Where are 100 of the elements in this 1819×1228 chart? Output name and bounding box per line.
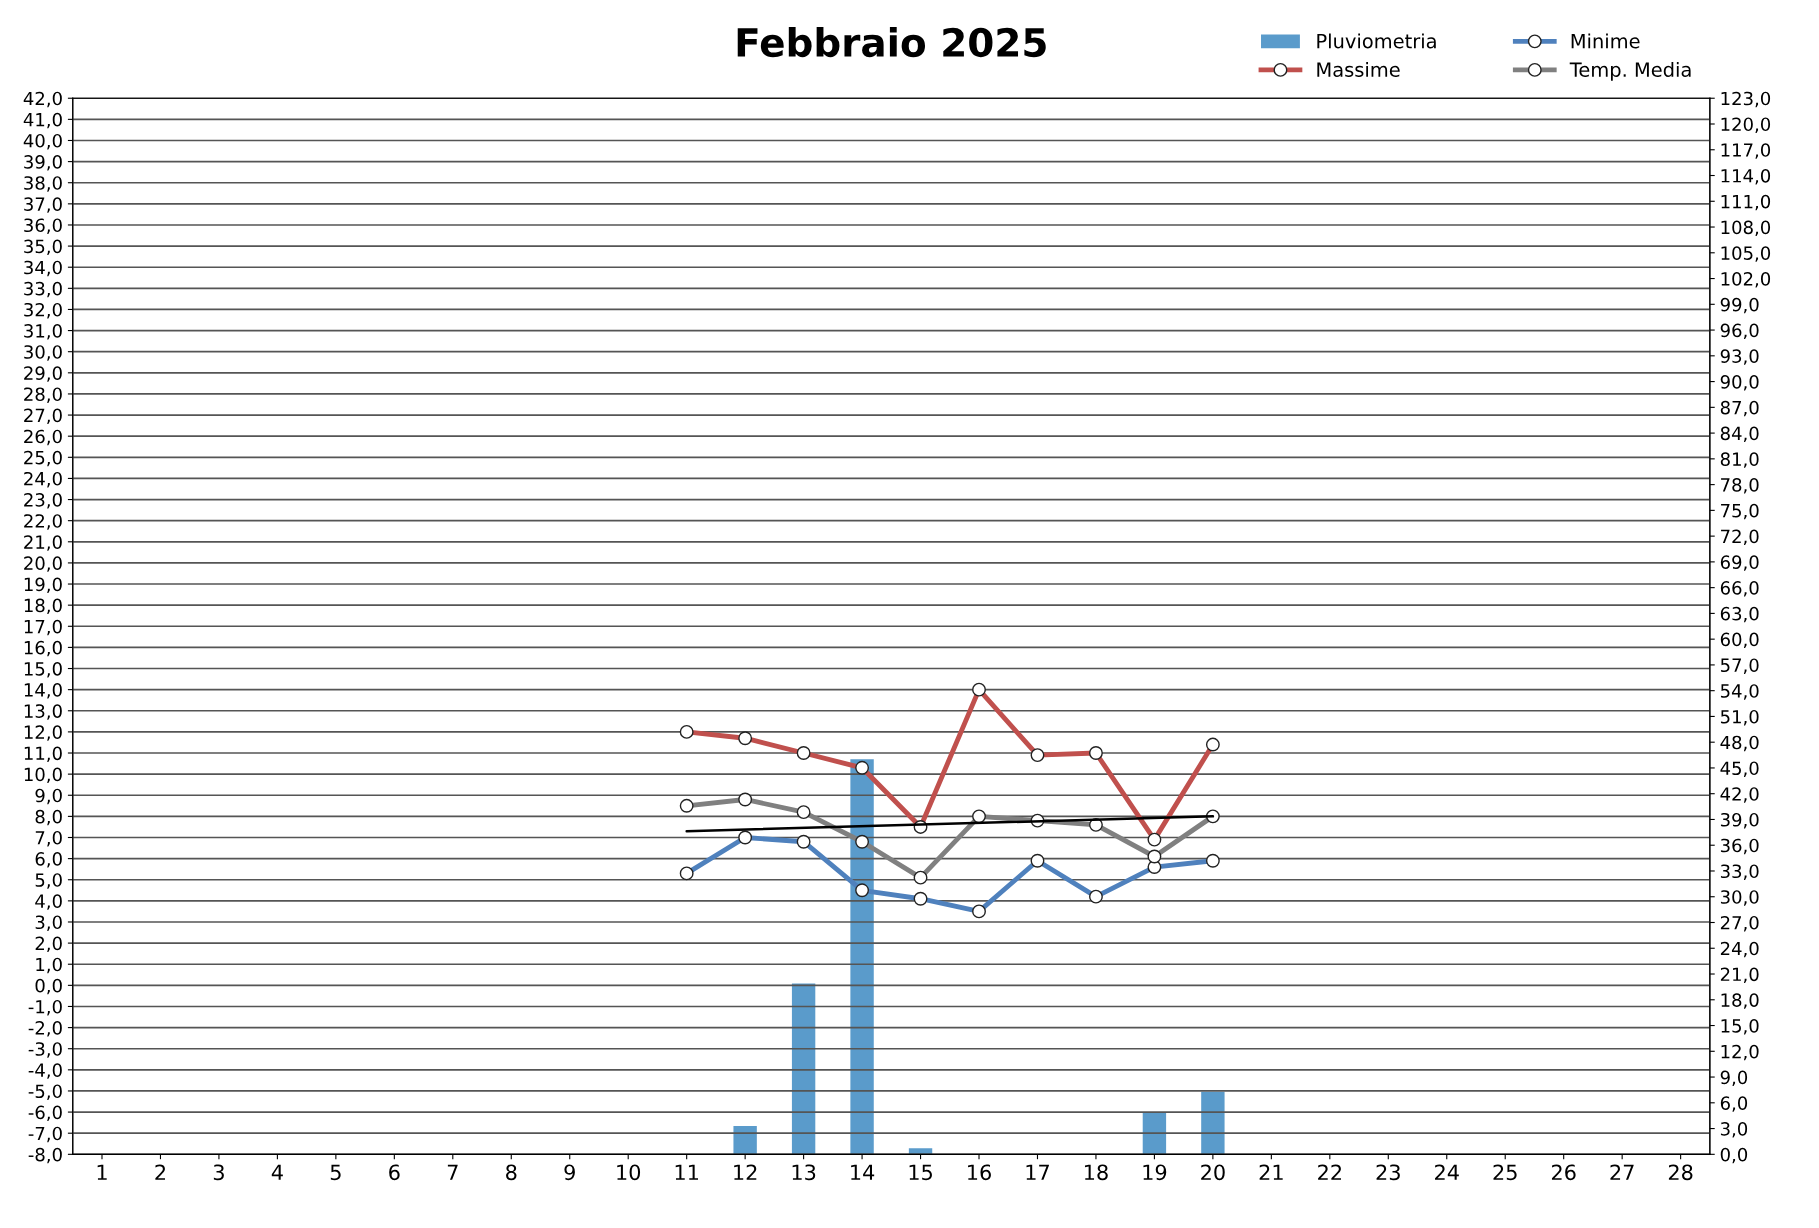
y2-tick-label: 51,0 [1720, 709, 1759, 726]
y2-tick-label: 93,0 [1720, 349, 1759, 365]
x-tick-label: 22 [1318, 1164, 1341, 1180]
y-tick-label: 12,0 [24, 725, 62, 741]
legend-label: Massime [1317, 61, 1400, 77]
y2-tick-label: 54,0 [1720, 684, 1759, 700]
y2-tick-label: 72,0 [1721, 529, 1759, 546]
x-tick-label: 18 [1084, 1164, 1108, 1181]
y-tick-label: 42,0 [23, 91, 62, 108]
x-tick-label: 16 [968, 1164, 991, 1181]
y-tick-label: 19,0 [24, 577, 62, 593]
y2-tick-label: 111,0 [1721, 194, 1771, 211]
y-tick-label: 33,0 [24, 281, 62, 298]
x-tick-label: 19 [1143, 1164, 1167, 1181]
y2-tick-label: 87,0 [1720, 400, 1759, 417]
y-tick-label: 21,0 [24, 535, 62, 551]
x-tick-label: 1 [97, 1164, 107, 1180]
y2-tick-label: 66,0 [1720, 581, 1759, 597]
y-tick-label: 22,0 [24, 514, 62, 530]
y2-tick-label: 114,0 [1721, 168, 1771, 185]
x-tick-label: 17 [1026, 1164, 1049, 1180]
x-tick-label: 25 [1493, 1164, 1517, 1181]
y-tick-label: 23,0 [24, 493, 62, 509]
y2-tick-label: 21,0 [1720, 967, 1759, 983]
y2-tick-label: 78,0 [1721, 478, 1759, 494]
y-tick-label: -4,0 [28, 1063, 62, 1079]
y-tick-label: 35,0 [24, 239, 62, 256]
x-tick-label: 9 [564, 1164, 575, 1181]
y2-tick-label: 84,0 [1720, 426, 1759, 443]
y2-tick-label: 99,0 [1720, 297, 1759, 314]
y-tick-label: 8,0 [35, 809, 62, 826]
y2-tick-label: 108,0 [1721, 220, 1771, 236]
y2-tick-label: 27,0 [1720, 915, 1759, 932]
y2-tick-label: 12,0 [1721, 1044, 1759, 1061]
y2-tick-label: 30,0 [1720, 890, 1759, 906]
y-tick-label: -2,0 [28, 1021, 62, 1037]
y-tick-label: 29,0 [24, 366, 62, 382]
x-tick-label: 4 [271, 1164, 283, 1180]
y2-tick-label: 18,0 [1721, 993, 1759, 1009]
y-tick-label: 6,0 [35, 852, 62, 868]
y-tick-label: 40,0 [23, 133, 62, 150]
y2-tick-label: 9,0 [1720, 1070, 1748, 1086]
y-tick-label: 24,0 [24, 471, 62, 488]
y-tick-label: 37,0 [24, 197, 62, 213]
y-tick-label: -7,0 [28, 1126, 62, 1143]
y2-tick-label: 117,0 [1721, 143, 1771, 159]
y2-tick-label: 24,0 [1720, 941, 1759, 958]
y2-tick-label: 0,0 [1720, 1147, 1748, 1164]
legend-label: Temp. Media [1569, 61, 1691, 81]
bar [1201, 1091, 1225, 1155]
y-tick-label: -1,0 [28, 999, 62, 1016]
x-tick-label: 2 [155, 1164, 165, 1180]
y-tick-label: 18,0 [24, 598, 62, 615]
y-tick-label: 28,0 [24, 387, 62, 403]
y-tick-label: 41,0 [23, 112, 62, 129]
y-tick-label: 0,0 [35, 978, 62, 995]
bar [733, 1125, 757, 1155]
y-tick-label: 38,0 [24, 176, 62, 192]
x-tick-label: 23 [1376, 1164, 1400, 1181]
y2-tick-label: 60,0 [1720, 632, 1759, 649]
y-tick-label: 14,0 [24, 683, 62, 699]
x-tick-label: 24 [1435, 1164, 1459, 1180]
y2-tick-label: 120,0 [1721, 117, 1771, 133]
x-tick-label: 15 [909, 1164, 932, 1181]
y-tick-label: 25,0 [24, 450, 62, 467]
y2-tick-label: 102,0 [1721, 272, 1771, 288]
y2-tick-label: 33,0 [1720, 864, 1759, 880]
y2-tick-label: 45,0 [1720, 761, 1759, 777]
x-tick-label: 26 [1551, 1164, 1576, 1181]
y2-tick-label: 63,0 [1720, 606, 1759, 623]
x-tick-label: 27 [1610, 1164, 1634, 1180]
y-tick-label: 10,0 [24, 767, 62, 784]
x-tick-label: 6 [389, 1164, 400, 1181]
y2-tick-label: 42,0 [1720, 787, 1759, 803]
x-tick-label: 8 [506, 1164, 517, 1181]
y-tick-label: 13,0 [24, 704, 62, 720]
x-tick-label: 10 [617, 1164, 641, 1181]
x-tick-label: 3 [213, 1164, 224, 1181]
y2-tick-label: 15,0 [1721, 1018, 1759, 1035]
x-tick-label: 21 [1259, 1164, 1283, 1180]
bar [791, 983, 816, 1155]
y2-tick-label: 90,0 [1720, 375, 1759, 391]
y2-tick-label: 105,0 [1721, 246, 1771, 262]
x-tick-label: 5 [330, 1164, 341, 1181]
x-tick-label: 11 [675, 1164, 698, 1180]
y-tick-label: -6,0 [28, 1105, 62, 1122]
y-tick-label: 3,0 [35, 915, 62, 931]
y-tick-label: 17,0 [24, 619, 62, 636]
bar [850, 759, 874, 1155]
y-tick-label: 5,0 [35, 873, 62, 889]
x-tick-label: 14 [851, 1164, 875, 1180]
y-tick-label: 27,0 [24, 408, 62, 425]
legend-label: Minime [1571, 33, 1640, 49]
y-tick-label: -3,0 [28, 1042, 62, 1058]
y-tick-label: 30,0 [24, 345, 62, 361]
x-tick-label: 7 [447, 1164, 458, 1180]
y2-tick-label: 36,0 [1720, 838, 1759, 855]
legend-label: Pluviometria [1317, 33, 1436, 49]
y-tick-label: -8,0 [28, 1147, 62, 1164]
x-tick-label: 28 [1668, 1164, 1693, 1181]
